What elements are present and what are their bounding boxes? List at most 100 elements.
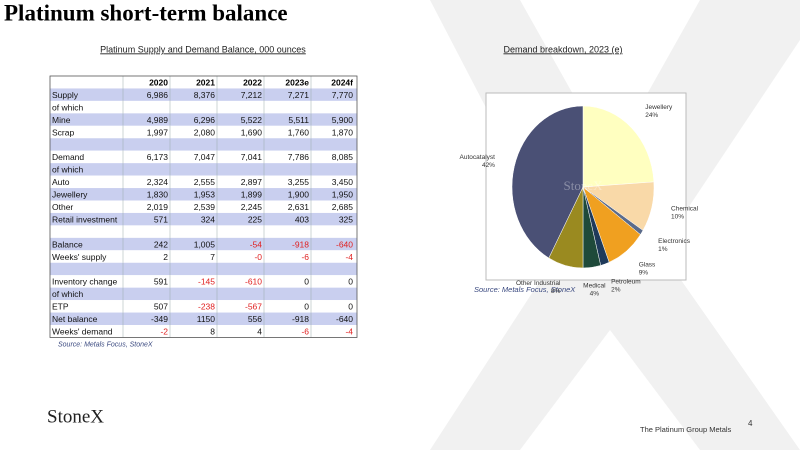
table-cell: 1,900 <box>288 190 310 200</box>
table-cell: 1,870 <box>332 127 354 137</box>
table-cell: 8 <box>210 326 215 336</box>
table-cell: 1,690 <box>241 127 263 137</box>
table-cell: -918 <box>292 239 309 249</box>
table-row <box>50 88 357 101</box>
table-row <box>50 287 357 301</box>
column-header: 2022 <box>243 77 262 87</box>
column-header: 2021 <box>196 77 215 87</box>
table-row <box>50 250 357 263</box>
table-cell: -349 <box>151 314 168 324</box>
table-cell: 571 <box>154 214 168 224</box>
table-cell: 556 <box>248 314 262 324</box>
table-row <box>50 300 357 313</box>
pie-value-label: 9% <box>639 270 649 277</box>
table-title: Platinum Supply and Demand Balance, 000 … <box>100 44 306 54</box>
spacer-row <box>50 262 357 276</box>
table-cell: -4 <box>345 252 353 262</box>
table-cell: 591 <box>154 277 168 287</box>
table-cell: 5,900 <box>332 115 354 125</box>
pie-slice <box>582 105 655 188</box>
table-cell: 0 <box>304 277 309 287</box>
table-cell: -54 <box>250 239 263 249</box>
row-label: Balance <box>52 239 83 249</box>
table-cell: 2,245 <box>241 202 263 212</box>
table-cell: 3,255 <box>288 177 310 187</box>
pie-value-label: 2% <box>611 286 621 293</box>
pie-label: Autocatalyst <box>460 154 496 161</box>
table-cell: 5,511 <box>288 115 309 125</box>
row-label: of which <box>52 165 83 175</box>
table-row <box>50 237 357 251</box>
table-cell: -567 <box>245 302 262 312</box>
table-cell: 507 <box>154 302 168 312</box>
logo: StoneX <box>47 406 104 427</box>
table-cell: 1,899 <box>241 190 263 200</box>
table-cell: 2,019 <box>147 202 169 212</box>
table-cell: 2 <box>163 252 168 262</box>
table-border <box>49 75 358 338</box>
pie-value-label: 8% <box>551 288 561 295</box>
pie-value-label: 10% <box>671 214 684 221</box>
row-label: of which <box>52 102 83 112</box>
table-cell: 2,539 <box>194 202 216 212</box>
row-label: Mine <box>52 115 71 125</box>
table-cell: 4,989 <box>147 115 169 125</box>
spacer-row <box>50 225 357 238</box>
table-cell: 2,080 <box>194 127 216 137</box>
table-cell: -0 <box>254 252 262 262</box>
header-row <box>50 76 357 89</box>
table-source: Source: Metals Focus, StoneX <box>58 341 153 348</box>
chart-source: Source: Metals Focus, StoneX <box>474 285 576 294</box>
table-cell: 4 <box>257 326 262 336</box>
table-cell: 5,522 <box>241 115 263 125</box>
row-label: Weeks' demand <box>52 326 113 336</box>
table-cell: 0 <box>348 277 353 287</box>
table-cell: 1,953 <box>194 190 216 200</box>
table-row <box>50 163 357 176</box>
table-cell: -6 <box>301 252 309 262</box>
row-label: of which <box>52 289 83 299</box>
pie-value-label: 4% <box>590 291 600 298</box>
table-cell: 3,450 <box>332 177 354 187</box>
table-cell: 6,173 <box>147 152 169 162</box>
table-cell: 7,212 <box>241 90 263 100</box>
table-cell: -238 <box>198 302 215 312</box>
row-label: Inventory change <box>52 277 117 287</box>
pie-label: Other Industrial <box>516 280 561 287</box>
pie-label: Electronics <box>658 238 691 245</box>
table-cell: 7,786 <box>288 152 310 162</box>
table-cell: 0 <box>304 302 309 312</box>
table-row <box>50 325 357 338</box>
pie-label: Petroleum <box>611 278 641 285</box>
table-cell: 1150 <box>197 314 216 324</box>
table-cell: 242 <box>154 239 168 249</box>
pie-watermark: StoneX <box>564 178 604 193</box>
table-row <box>50 200 357 213</box>
table-cell: 7,770 <box>332 90 354 100</box>
pie-value-label: 42% <box>482 162 495 169</box>
table-cell: 1,760 <box>288 127 310 137</box>
pie-label: Glass <box>639 262 656 269</box>
page-number: 4 <box>748 419 753 428</box>
table-cell: 1,950 <box>332 190 354 200</box>
row-label: Jewellery <box>52 190 88 200</box>
table-cell: 324 <box>201 214 215 224</box>
table-cell: 7,041 <box>241 152 263 162</box>
table-cell: 2,631 <box>288 202 310 212</box>
table-cell: 325 <box>339 214 353 224</box>
table-cell: 2,685 <box>332 202 354 212</box>
row-label: Other <box>52 202 73 212</box>
slide-title: Platinum short-term balance <box>4 0 288 25</box>
pie-value-label: 24% <box>645 112 658 119</box>
row-label: Net balance <box>52 314 98 324</box>
table-row <box>50 150 357 164</box>
table-cell: -145 <box>198 277 215 287</box>
table-cell: -6 <box>301 326 309 336</box>
table-row <box>50 113 357 126</box>
table-row <box>50 125 357 139</box>
table-cell: 2,555 <box>194 177 216 187</box>
table-cell: 6,986 <box>147 90 169 100</box>
row-label: Weeks' supply <box>52 252 107 262</box>
table-cell: -4 <box>345 326 353 336</box>
